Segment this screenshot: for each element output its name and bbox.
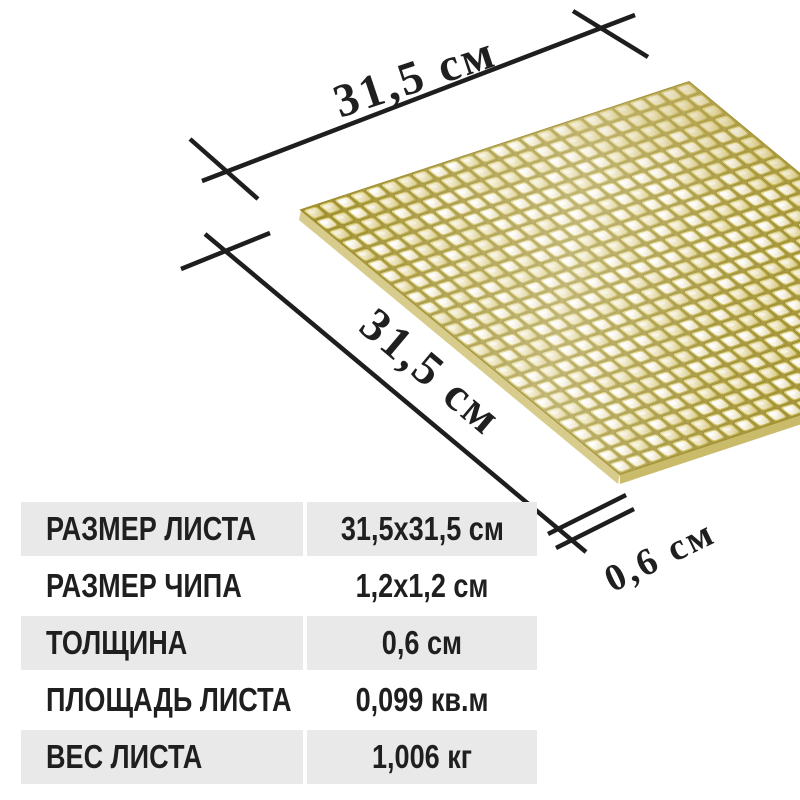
mosaic-sheet: [299, 81, 800, 475]
spec-label-cell: ВЕС ЛИСТА: [21, 730, 303, 784]
spec-value-cell: 1,2x1,2 см: [307, 559, 537, 613]
table-row: ВЕС ЛИСТА 1,006 кг: [21, 730, 537, 784]
spec-value-cell: 0,099 кв.м: [307, 673, 537, 727]
table-row: ТОЛЩИНА 0,6 см: [21, 616, 537, 670]
spec-label-cell: ТОЛЩИНА: [21, 616, 303, 670]
spec-value: 1,006 кг: [371, 738, 473, 775]
spec-value: 31,5x31,5 см: [340, 510, 504, 547]
spec-label-cell: РАЗМЕР ЧИПА: [21, 559, 303, 613]
dim-thickness-mark-1: [546, 492, 628, 537]
spec-value-cell: 31,5x31,5 см: [307, 502, 537, 556]
table-row: ПЛОЩАДЬ ЛИСТА 0,099 кв.м: [21, 673, 537, 727]
dimension-lines: [180, 9, 650, 554]
spec-label: ТОЛЩИНА: [46, 624, 188, 661]
dim-thickness-mark-2: [554, 506, 636, 551]
spec-label: ВЕС ЛИСТА: [46, 738, 203, 775]
dim-tick-top-left: [188, 137, 260, 201]
spec-value-cell: 0,6 см: [307, 616, 537, 670]
spec-value: 0,099 кв.м: [355, 681, 489, 718]
spec-table: РАЗМЕР ЛИСТА 31,5x31,5 см РАЗМЕР ЧИПА 1,…: [21, 502, 537, 787]
spec-value: 1,2x1,2 см: [355, 567, 489, 604]
table-row: РАЗМЕР ЧИПА 1,2x1,2 см: [21, 559, 537, 613]
dim-line-top: [201, 12, 636, 184]
spec-value: 0,6 см: [381, 624, 463, 661]
spec-label-cell: ПЛОЩАДЬ ЛИСТА: [21, 673, 303, 727]
dim-line-left: [203, 232, 588, 554]
table-row: РАЗМЕР ЛИСТА 31,5x31,5 см: [21, 502, 537, 556]
spec-label: ПЛОЩАДЬ ЛИСТА: [46, 681, 292, 718]
dim-tick-left-top: [180, 230, 271, 272]
sheet-edge-left: [299, 210, 620, 484]
dim-tick-top-right: [571, 9, 650, 59]
spec-label-cell: РАЗМЕР ЛИСТА: [21, 502, 303, 556]
spec-label: РАЗМЕР ЧИПА: [46, 567, 242, 604]
spec-label: РАЗМЕР ЛИСТА: [46, 510, 256, 547]
sheet-edge-right: [620, 414, 800, 484]
spec-value-cell: 1,006 кг: [307, 730, 537, 784]
